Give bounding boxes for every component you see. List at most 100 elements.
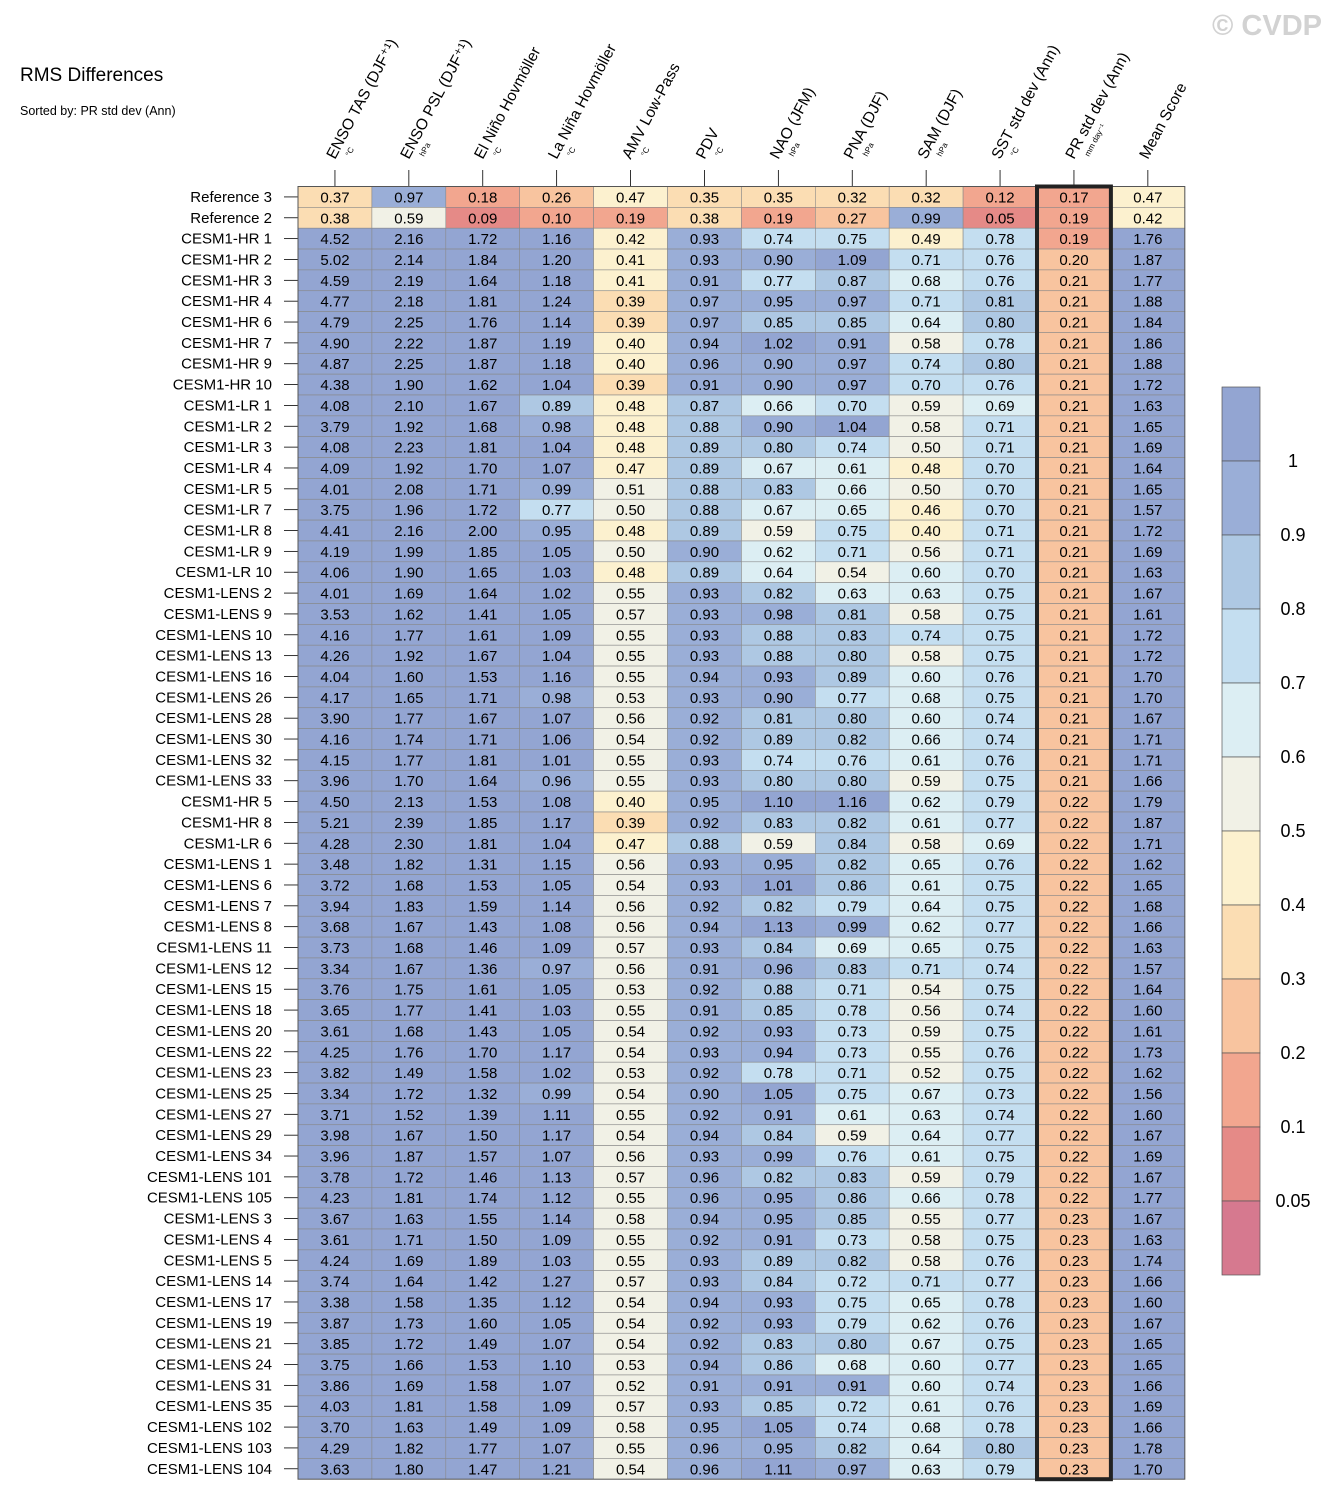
cell-value: 0.57 [616,1274,645,1291]
cell-value: 0.54 [616,732,645,749]
cell-value: 1.10 [542,1357,571,1374]
cell-value: 0.82 [838,857,867,874]
cell-value: 3.68 [320,919,349,936]
cell-value: 1.72 [468,502,497,519]
cell-value: 3.61 [320,1232,349,1249]
cell-value: 3.75 [320,1357,349,1374]
cell-value: 3.78 [320,1169,349,1186]
colorbar-tick-label: 0.1 [1280,1117,1305,1137]
cell-value: 0.77 [838,690,867,707]
cell-value: 5.21 [320,815,349,832]
cell-value: 1.70 [468,1044,497,1061]
cell-value: 2.19 [394,273,423,290]
cell-value: 1.53 [468,794,497,811]
cell-value: 1.65 [468,565,497,582]
cell-value: 3.96 [320,773,349,790]
cell-value: 0.96 [690,1190,719,1207]
cell-value: 1.87 [1133,252,1162,269]
cell-value: 1.04 [542,440,571,457]
cell-value: 1.64 [468,586,497,603]
cell-value: 1.09 [542,1399,571,1416]
cell-value: 0.76 [985,1399,1014,1416]
row-label: CESM1-LENS 27 [155,1106,272,1123]
column-header: El Niño Hovmöller [471,44,544,162]
cell-value: 1.69 [1133,1149,1162,1166]
cell-value: 0.54 [616,1044,645,1061]
cell-value: 0.83 [764,481,793,498]
cell-value: 1.71 [1133,732,1162,749]
cell-value: 1.77 [394,627,423,644]
row-label: CESM1-HR 10 [173,377,272,394]
cell-value: 0.21 [1059,481,1088,498]
colorbar-segment [1221,608,1261,684]
cell-value: 0.12 [985,189,1014,206]
cell-value: 4.23 [320,1190,349,1207]
row-label: CESM1-LENS 18 [155,1002,272,1019]
cell-value: 1.67 [394,961,423,978]
cell-value: 0.22 [1059,1169,1088,1186]
cell-value: 1.02 [542,586,571,603]
cell-value: 0.78 [985,231,1014,248]
cell-value: 0.55 [616,1107,645,1124]
cell-value: 0.23 [1059,1440,1088,1457]
row-label: CESM1-LR 8 [184,523,272,540]
cell-value: 0.59 [764,836,793,853]
cell-value: 1.87 [468,356,497,373]
cell-value: 0.21 [1059,690,1088,707]
cell-value: 1.71 [394,1232,423,1249]
cell-value: 0.89 [690,460,719,477]
cell-value: 1.46 [468,1169,497,1186]
cell-value: 2.22 [394,335,423,352]
cell-value: 1.72 [1133,523,1162,540]
cell-value: 0.32 [838,189,867,206]
row-label: CESM1-LENS 5 [164,1252,272,1269]
cell-value: 0.59 [912,773,941,790]
cell-value: 1.81 [394,1190,423,1207]
row-labels: Reference 3 Reference 2 CESM1-HR 1 CESM1-HR… [147,189,298,1478]
row-label: CESM1-LENS 12 [155,960,272,977]
cell-value: 0.18 [468,189,497,206]
cell-value: 0.90 [764,356,793,373]
cell-value: 0.90 [764,377,793,394]
cell-value: 1.53 [468,669,497,686]
cell-value: 0.22 [1059,919,1088,936]
cell-value: 0.83 [838,961,867,978]
cell-value: 0.63 [838,586,867,603]
cell-value: 0.48 [616,419,645,436]
cell-value: 0.74 [764,231,793,248]
cell-value: 3.53 [320,606,349,623]
cell-value: 0.23 [1059,1461,1088,1478]
cell-value: 0.80 [764,773,793,790]
cell-value: 1.70 [394,773,423,790]
cell-value: 1.65 [1133,1336,1162,1353]
cell-value: 1.87 [468,335,497,352]
column-header: SST std dev (Ann) [989,42,1063,162]
colorbar-tick-label: 0.05 [1275,1191,1310,1211]
cell-value: 0.70 [985,460,1014,477]
cell-value: 0.54 [616,1461,645,1478]
cell-value: 0.89 [690,523,719,540]
cell-value: 1.43 [468,919,497,936]
row-label: CESM1-HR 3 [181,272,272,289]
cell-value: 0.54 [616,1294,645,1311]
cell-value: 0.58 [912,419,941,436]
cell-value: 1.05 [542,877,571,894]
cell-value: 0.89 [542,398,571,415]
cell-value: 4.16 [320,732,349,749]
cell-value: 1.16 [838,794,867,811]
cell-value: 0.55 [616,627,645,644]
cell-value: 0.62 [764,544,793,561]
cell-value: 0.80 [838,1336,867,1353]
cell-value: 0.65 [912,1294,941,1311]
cell-value: 0.53 [616,1065,645,1082]
cell-value: 0.22 [1059,898,1088,915]
cell-value: 1.71 [1133,836,1162,853]
cell-value: 1.81 [394,1399,423,1416]
cell-value: 2.25 [394,315,423,332]
cell-value: 0.83 [838,627,867,644]
cell-value: 1.35 [468,1294,497,1311]
cell-value: 0.92 [690,711,719,728]
row-label: CESM1-HR 6 [181,314,272,331]
cell-value: 3.82 [320,1065,349,1082]
cell-value: 1.69 [1133,1399,1162,1416]
